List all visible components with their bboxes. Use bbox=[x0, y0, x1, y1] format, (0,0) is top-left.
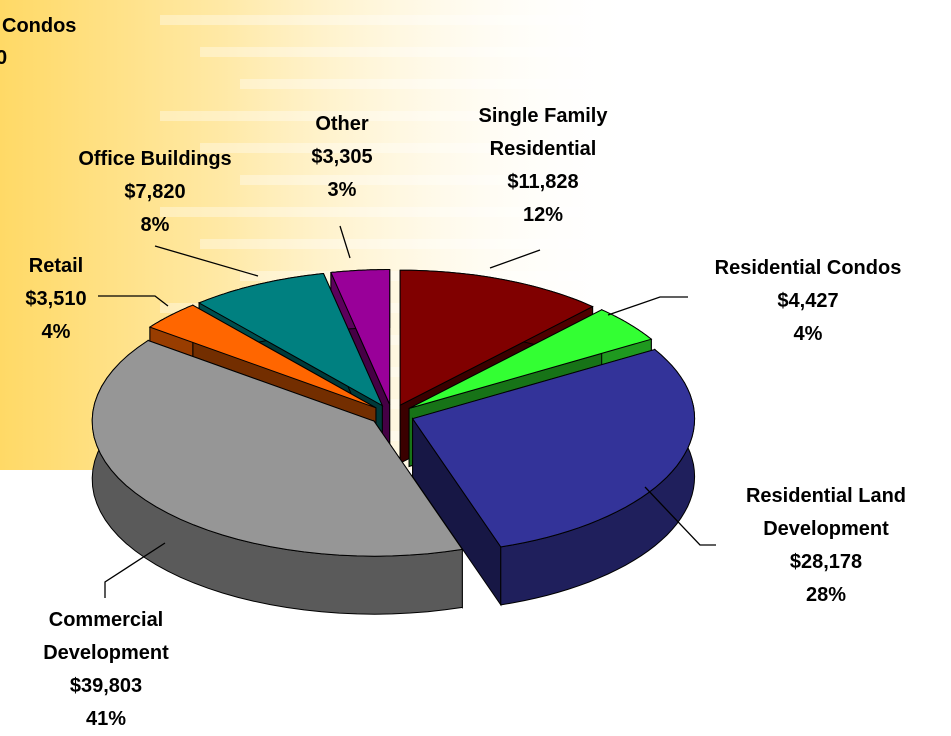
stripe bbox=[160, 15, 580, 25]
stripe bbox=[200, 239, 620, 249]
label-name: Other bbox=[315, 113, 369, 135]
label-name: Residential Condos bbox=[714, 257, 902, 279]
data-label: Retail $3,510 4% bbox=[1, 250, 111, 349]
data-label: Residential Land Development $28,178 28% bbox=[706, 480, 946, 612]
data-label: Office Buildings $7,820 8% bbox=[45, 143, 265, 242]
slice bbox=[91, 339, 464, 615]
leader-lines bbox=[98, 225, 716, 598]
label-name: Commercial Development bbox=[43, 609, 169, 664]
slice-top bbox=[91, 339, 464, 557]
label-percent: 4% bbox=[793, 323, 823, 345]
label-value: $39,803 bbox=[69, 675, 143, 697]
stripe bbox=[160, 111, 580, 121]
data-label: Other $3,305 3% bbox=[292, 108, 392, 207]
stripe bbox=[200, 143, 620, 153]
label-percent: 4% bbox=[41, 321, 71, 343]
label-name: Residential Land Development bbox=[745, 485, 907, 540]
label-percent: 3% bbox=[327, 179, 357, 201]
stripe bbox=[160, 207, 580, 217]
leader-line bbox=[98, 295, 169, 307]
label-value: $3,305 bbox=[311, 146, 373, 168]
slice bbox=[411, 348, 696, 607]
label-name: Retail bbox=[28, 255, 84, 277]
leader-line bbox=[104, 542, 166, 598]
label-value: $7,820 bbox=[124, 181, 186, 203]
label-value: $3,510 bbox=[25, 288, 87, 310]
slice-top bbox=[148, 304, 377, 409]
slice-top bbox=[330, 269, 391, 405]
slice-top bbox=[399, 269, 594, 407]
slice-top bbox=[197, 272, 384, 407]
label-value: $28,178 bbox=[789, 551, 863, 573]
leader-line bbox=[339, 225, 351, 259]
label-percent: 41% bbox=[85, 708, 127, 730]
label-name: Office Buildings bbox=[78, 148, 232, 170]
slice-top bbox=[411, 348, 696, 548]
label-percent: 28% bbox=[805, 584, 847, 606]
label-percent: 8% bbox=[140, 214, 170, 236]
label-value: $11,828 bbox=[507, 171, 579, 193]
data-label: Single Family Residential $11,828 12% bbox=[443, 100, 643, 232]
leader-line bbox=[607, 296, 688, 316]
label-name: Single Family Residential bbox=[478, 105, 608, 160]
data-label: Commercial Development $39,803 41% bbox=[11, 604, 201, 736]
annotation: Condos bbox=[2, 15, 77, 37]
stripe bbox=[240, 175, 660, 185]
pie bbox=[91, 269, 696, 615]
leader-line bbox=[644, 486, 716, 546]
stripe bbox=[240, 79, 660, 89]
annotation: 0 bbox=[0, 47, 8, 69]
label-percent: 12% bbox=[522, 204, 564, 226]
data-label: Residential Condos $4,427 4% bbox=[698, 252, 918, 351]
leader-line bbox=[154, 245, 259, 277]
leader-line bbox=[489, 249, 541, 269]
label-value: $4,427 bbox=[777, 290, 839, 312]
stripe bbox=[200, 47, 620, 57]
